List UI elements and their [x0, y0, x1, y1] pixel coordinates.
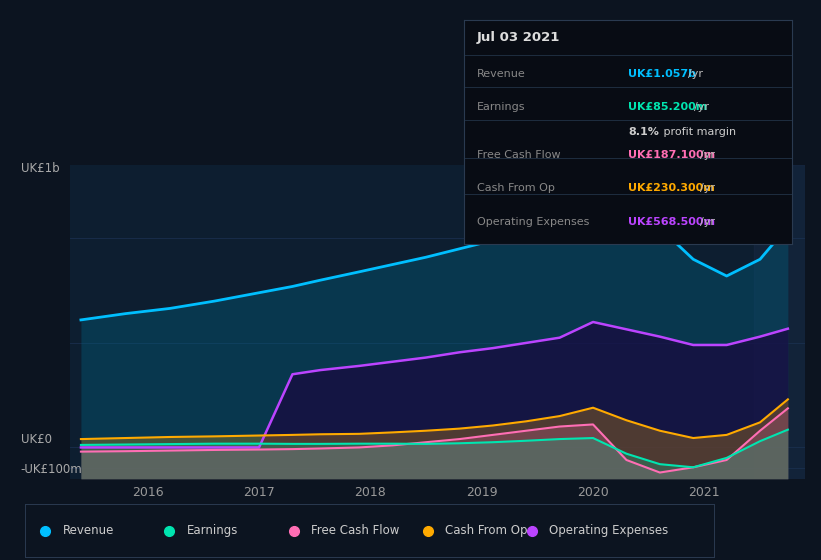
- Text: Free Cash Flow: Free Cash Flow: [311, 524, 399, 537]
- Text: UK£568.500m: UK£568.500m: [628, 217, 715, 227]
- Text: Free Cash Flow: Free Cash Flow: [477, 150, 561, 160]
- Text: Cash From Op: Cash From Op: [477, 183, 555, 193]
- Text: -UK£100m: -UK£100m: [21, 463, 82, 476]
- Text: /yr: /yr: [687, 69, 703, 79]
- Text: /yr: /yr: [700, 217, 715, 227]
- Text: /yr: /yr: [700, 150, 715, 160]
- Text: 8.1%: 8.1%: [628, 127, 659, 137]
- Text: UK£230.300m: UK£230.300m: [628, 183, 715, 193]
- Text: UK£85.200m: UK£85.200m: [628, 102, 708, 113]
- Text: Operating Expenses: Operating Expenses: [548, 524, 668, 537]
- Text: UK£1.057b: UK£1.057b: [628, 69, 696, 79]
- Text: /yr: /yr: [694, 102, 709, 113]
- Text: Cash From Op: Cash From Op: [445, 524, 528, 537]
- Text: Revenue: Revenue: [477, 69, 525, 79]
- Text: Operating Expenses: Operating Expenses: [477, 217, 589, 227]
- Text: Jul 03 2021: Jul 03 2021: [477, 31, 561, 44]
- Text: profit margin: profit margin: [660, 127, 736, 137]
- Bar: [754, 165, 805, 479]
- Text: Revenue: Revenue: [62, 524, 114, 537]
- Text: UK£1b: UK£1b: [21, 161, 59, 175]
- Text: UK£0: UK£0: [21, 433, 52, 446]
- Text: UK£187.100m: UK£187.100m: [628, 150, 715, 160]
- Text: Earnings: Earnings: [186, 524, 238, 537]
- Text: Earnings: Earnings: [477, 102, 525, 113]
- Text: /yr: /yr: [700, 183, 715, 193]
